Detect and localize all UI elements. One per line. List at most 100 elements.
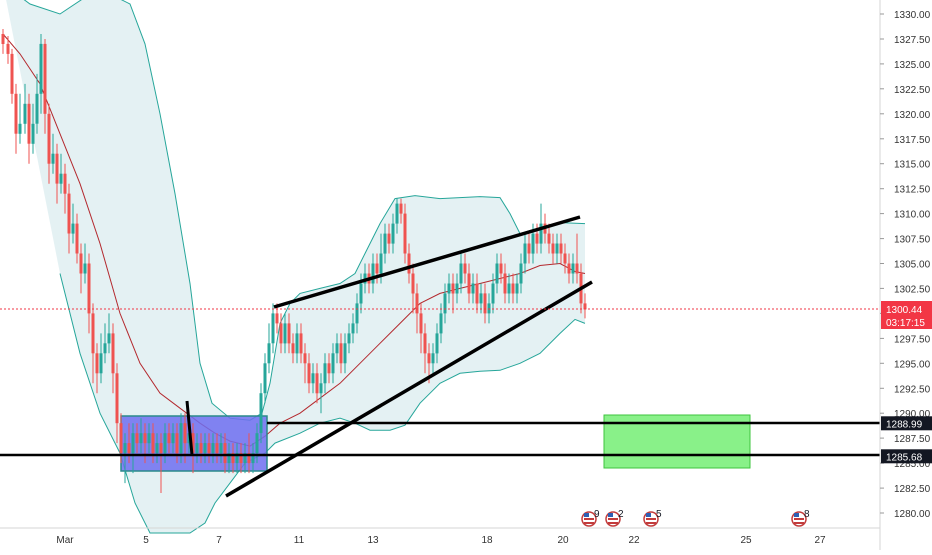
- candle-body: [495, 263, 499, 284]
- candle-body: [371, 263, 375, 284]
- candle-body: [1, 34, 5, 44]
- price-tick-label: 1315.00: [894, 160, 931, 171]
- candle-body: [503, 273, 507, 294]
- candle-body: [99, 353, 103, 374]
- candle-body: [287, 323, 291, 344]
- price-axis: 1330.00 1327.50 1325.00 1322.50 1320.00 1317.…: [879, 0, 932, 550]
- candle-body: [483, 293, 487, 314]
- level-price-tag: 1285.68: [881, 449, 932, 464]
- candle-body: [463, 263, 467, 274]
- price-tick-label: 1287.50: [894, 434, 931, 445]
- candle-body: [87, 263, 91, 314]
- candle-body: [139, 433, 143, 444]
- candle-body: [527, 243, 531, 254]
- event-count: 8: [804, 509, 810, 520]
- flag-stripe: [584, 522, 594, 524]
- candle-body: [447, 283, 451, 294]
- candle-body: [387, 233, 391, 244]
- candle-body: [475, 283, 479, 304]
- candle-body: [123, 443, 127, 454]
- price-tick-label: 1307.50: [894, 235, 931, 246]
- candle-body: [327, 363, 331, 374]
- candle-body: [375, 263, 379, 274]
- candle-body: [307, 363, 311, 384]
- price-tick-label: 1280.00: [894, 509, 931, 520]
- candle-body: [247, 453, 251, 464]
- price-tick-label: 1317.50: [894, 135, 931, 146]
- candle-body: [263, 363, 267, 394]
- time-tick-label: 13: [367, 535, 379, 546]
- economic-event-icon[interactable]: 5: [643, 509, 662, 527]
- candle-body: [539, 223, 543, 244]
- candle-body: [159, 443, 163, 454]
- candle-body: [423, 333, 427, 354]
- candle-body: [271, 313, 275, 344]
- candle-body: [6, 43, 10, 54]
- price-tick-label: 1325.00: [894, 60, 931, 71]
- candle-body: [551, 243, 555, 254]
- candle-body: [379, 253, 383, 274]
- candle-body: [283, 323, 287, 344]
- candle-body: [451, 283, 455, 294]
- flag-canton: [646, 513, 651, 517]
- candle-body: [427, 353, 431, 364]
- candle-body: [207, 443, 211, 454]
- time-axis: Mar 5 7 11 13 18 20 22 25 27: [0, 527, 880, 546]
- time-tick-label: 5: [143, 535, 149, 546]
- candle-body: [239, 453, 243, 464]
- candle-body: [471, 283, 475, 294]
- price-tick-label: 1330.00: [894, 10, 931, 21]
- candle-body: [311, 373, 315, 384]
- candle-body: [415, 293, 419, 314]
- candle-body: [171, 433, 175, 444]
- candle-body: [167, 433, 171, 444]
- economic-event-icon[interactable]: 2: [605, 509, 624, 527]
- economic-event-icon[interactable]: 9: [581, 509, 600, 527]
- candle-body: [407, 253, 411, 274]
- candle-body: [79, 253, 83, 274]
- price-tick-label: 1297.50: [894, 334, 931, 345]
- time-tick-label: 7: [216, 535, 222, 546]
- candle-body: [163, 433, 167, 454]
- candle-body: [399, 203, 403, 214]
- candle-body: [119, 423, 123, 454]
- event-count: 5: [656, 509, 662, 520]
- candle-body: [75, 223, 79, 254]
- level-tag-text: 1285.68: [886, 452, 923, 463]
- candle-body: [507, 283, 511, 294]
- economic-event-icon[interactable]: 8: [791, 509, 810, 527]
- wedge-upper-line[interactable]: [273, 215, 581, 309]
- candle-body: [215, 443, 219, 454]
- last-price-tag: 1300.44 03:17:15: [881, 301, 932, 329]
- candle-body: [111, 333, 115, 374]
- candle-body: [27, 103, 31, 144]
- candle-body: [31, 123, 35, 144]
- candle-body: [115, 373, 119, 424]
- level-price-tag: 1288.99: [881, 416, 932, 431]
- candle-body: [135, 433, 139, 444]
- candle-body: [523, 243, 527, 264]
- candle-body: [419, 313, 423, 334]
- price-tick-label: 1305.00: [894, 260, 931, 271]
- candle-body: [323, 363, 327, 384]
- wedge-lower-line[interactable]: [225, 280, 593, 498]
- candle-body: [35, 93, 39, 124]
- candle-body: [559, 243, 563, 254]
- time-tick-label: 11: [294, 535, 305, 546]
- candle-body: [235, 453, 239, 464]
- candle-body: [391, 223, 395, 244]
- pole-line[interactable]: [185, 400, 194, 456]
- candle-body: [555, 243, 559, 254]
- candle-body: [383, 233, 387, 254]
- candle-body: [51, 153, 55, 164]
- candle-body: [195, 443, 199, 454]
- price-tick-label: 1292.50: [894, 384, 931, 395]
- candle-body: [575, 263, 579, 274]
- level-tag-text: 1288.99: [886, 419, 923, 430]
- candles: [1, 29, 587, 493]
- candle-body: [255, 433, 259, 454]
- candle-body: [107, 333, 111, 344]
- candle-body: [439, 313, 443, 334]
